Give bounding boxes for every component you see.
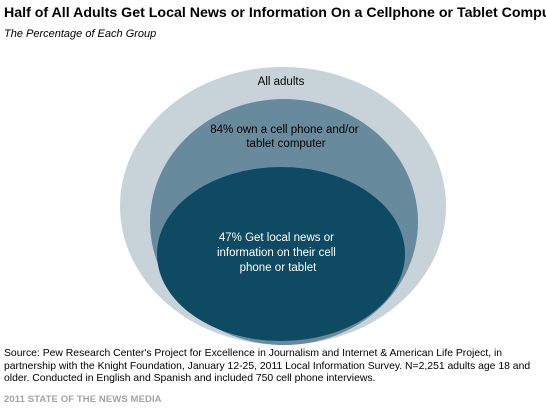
chart-title: Half of All Adults Get Local News or Inf… — [4, 5, 546, 21]
outer-ellipse-label: All adults — [258, 76, 305, 88]
middle-ellipse-label: 84% own a cell phone and/or tablet compu… — [210, 124, 362, 150]
inner-ellipse-label-line-3: phone or tablet — [240, 262, 318, 274]
source-note: Source: Pew Research Center's Project fo… — [4, 348, 531, 385]
inner-ellipse-local-news — [157, 167, 405, 341]
chart-subtitle: The Percentage of Each Group — [4, 28, 157, 40]
inner-ellipse-label-line-2: information on their cell — [217, 247, 336, 259]
inner-ellipse-label: 47% Get local news or information on the… — [217, 232, 339, 274]
middle-ellipse-label-line-2: tablet computer — [246, 138, 325, 150]
middle-ellipse-label-line-1: 84% own a cell phone and/or — [210, 124, 358, 136]
inner-ellipse-label-line-1: 47% Get local news or — [219, 232, 334, 244]
credit-line: 2011 STATE OF THE NEWS MEDIA — [4, 394, 162, 405]
